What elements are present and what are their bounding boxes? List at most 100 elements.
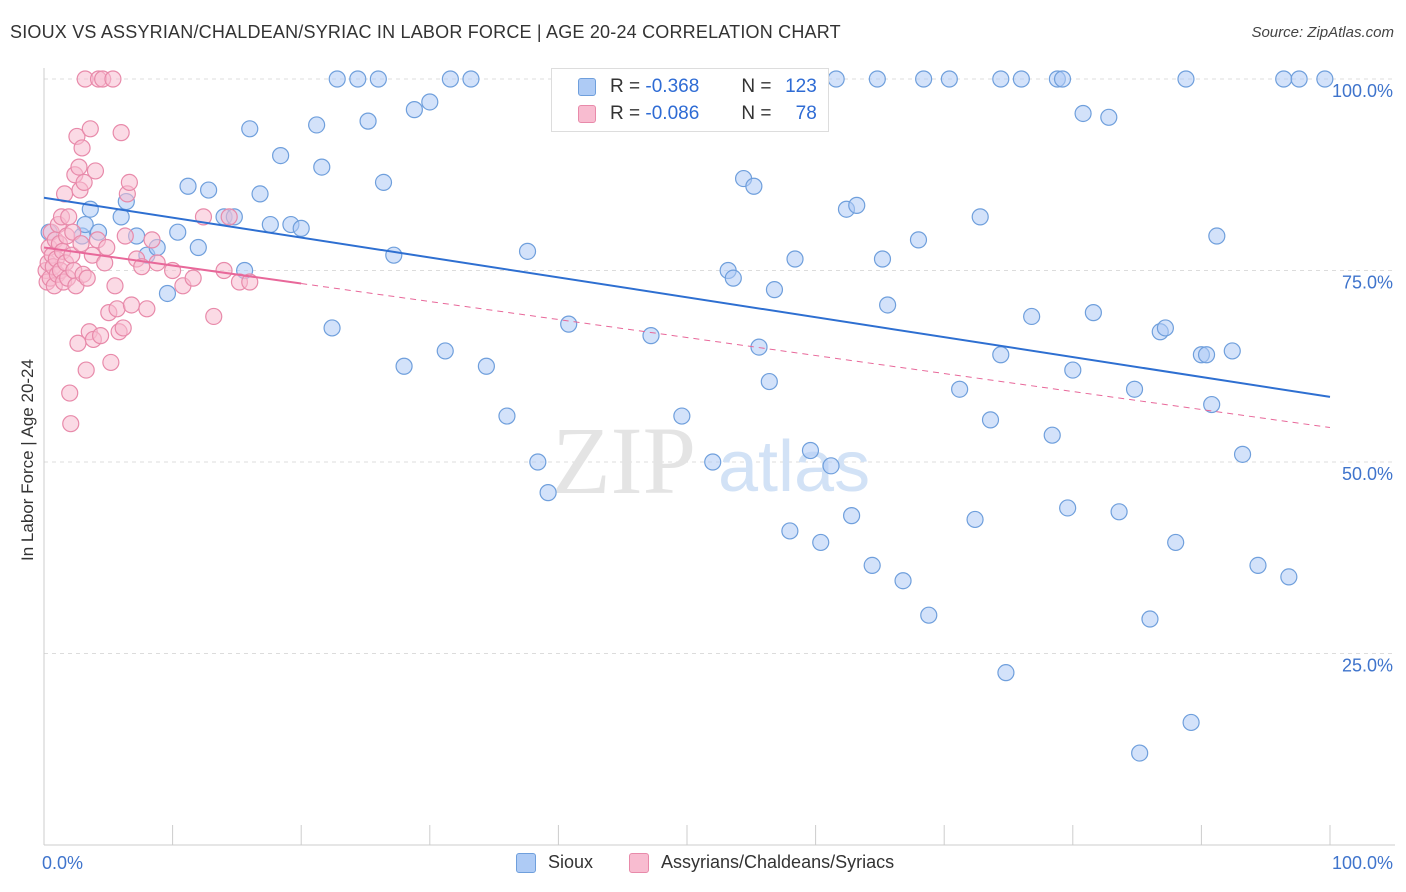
sioux-point bbox=[1023, 307, 1041, 326]
legend-n-label: N = bbox=[741, 76, 772, 97]
sioux-point bbox=[801, 441, 820, 460]
legend-label-sioux: Sioux bbox=[548, 852, 594, 872]
sioux-point bbox=[909, 231, 928, 249]
sioux-point bbox=[848, 196, 866, 214]
sioux-point bbox=[673, 407, 691, 425]
sioux-point bbox=[1316, 70, 1334, 88]
assyrian-point bbox=[143, 231, 161, 249]
sioux-point bbox=[477, 357, 495, 375]
sioux-point bbox=[642, 327, 660, 345]
sioux-point bbox=[169, 223, 187, 241]
sioux-point bbox=[863, 556, 881, 575]
sioux-point bbox=[369, 70, 387, 88]
sioux-point bbox=[997, 664, 1015, 682]
sioux-point bbox=[323, 319, 341, 337]
assyrian-point bbox=[73, 139, 91, 157]
sioux-point bbox=[1100, 108, 1118, 126]
y-tick-label: 75.0% bbox=[1342, 273, 1393, 293]
axes bbox=[43, 68, 1395, 846]
legend-swatch-sioux bbox=[516, 852, 536, 873]
assyrian-trend-line bbox=[43, 246, 302, 285]
sioux-point bbox=[529, 453, 547, 471]
sioux-point bbox=[920, 606, 938, 624]
sioux-point bbox=[704, 453, 722, 471]
assyrian-point bbox=[104, 70, 122, 88]
x-tick-label-min: 0.0% bbox=[42, 853, 83, 873]
chart-title: SIOUX VS ASSYRIAN/CHALDEAN/SYRIAC IN LAB… bbox=[10, 22, 841, 42]
sioux-point bbox=[421, 93, 439, 111]
y-tick-label: 100.0% bbox=[1332, 81, 1393, 101]
sioux-point bbox=[1223, 342, 1241, 360]
assyrian-point bbox=[81, 120, 99, 138]
sioux-point bbox=[724, 269, 742, 287]
sioux-point bbox=[158, 284, 177, 303]
sioux-point bbox=[971, 208, 989, 226]
sioux-point bbox=[261, 215, 279, 234]
sioux-point bbox=[1203, 395, 1221, 414]
sioux-point bbox=[359, 112, 377, 130]
assyrian-point bbox=[62, 415, 80, 433]
legend-item-assyrian[interactable]: Assyrians/Chaldeans/Syriacs bbox=[629, 852, 894, 873]
assyrian-point bbox=[108, 300, 126, 318]
legend-item-sioux[interactable]: Sioux bbox=[516, 852, 593, 873]
sioux-point bbox=[1074, 104, 1092, 123]
sioux-point bbox=[873, 250, 892, 268]
sioux-point bbox=[349, 70, 367, 88]
assyrian-trend-extension bbox=[301, 283, 1331, 429]
assyrian-point bbox=[215, 261, 233, 280]
legend-r-label: R = bbox=[610, 103, 641, 124]
assyrian-point bbox=[184, 269, 202, 287]
sioux-point bbox=[1182, 713, 1200, 732]
source-label: Source: ZipAtlas.com bbox=[1251, 24, 1394, 41]
sioux-point bbox=[745, 177, 763, 195]
y-axis-label: In Labor Force | Age 20-24 bbox=[18, 359, 37, 561]
assyrian-point bbox=[205, 307, 223, 326]
sioux-point bbox=[1084, 304, 1102, 322]
series-legend: Sioux Assyrians/Chaldeans/Syriacs bbox=[0, 852, 1406, 876]
sioux-point bbox=[827, 70, 845, 88]
sioux-point bbox=[374, 173, 393, 192]
sioux-point bbox=[981, 411, 1000, 429]
watermark-zip: ZIP bbox=[552, 407, 696, 514]
correlation-legend: R = -0.368 N = 123 R = -0.086 N = 78 bbox=[551, 68, 829, 132]
assyrian-point bbox=[138, 300, 156, 318]
x-tick-label-max: 100.0% bbox=[1332, 853, 1393, 873]
sioux-point bbox=[760, 372, 778, 391]
sioux-point bbox=[1141, 610, 1159, 628]
sioux-point bbox=[812, 533, 830, 552]
legend-n-value: 123 bbox=[785, 76, 817, 97]
sioux-point bbox=[786, 250, 804, 268]
sioux-point bbox=[251, 185, 269, 203]
legend-r-label: R = bbox=[610, 76, 641, 97]
legend-swatch-sioux bbox=[578, 78, 596, 96]
tick-labels: 25.0% 50.0% 75.0% 100.0% 0.0% 100.0% bbox=[42, 81, 1393, 873]
sioux-point bbox=[879, 296, 897, 314]
assyrian-point bbox=[77, 361, 95, 379]
sioux-point bbox=[539, 484, 557, 502]
assyrian-point bbox=[70, 158, 88, 176]
sioux-point bbox=[1131, 744, 1149, 762]
sioux-point bbox=[940, 70, 958, 88]
assyrian-point bbox=[60, 208, 78, 226]
sioux-point bbox=[1197, 346, 1216, 364]
assyrian-point bbox=[112, 124, 130, 142]
sioux-point bbox=[179, 177, 197, 195]
sioux-point bbox=[200, 181, 218, 199]
sioux-point bbox=[1110, 503, 1128, 521]
trend-lines bbox=[43, 196, 1331, 429]
sioux-point bbox=[843, 507, 861, 525]
assyrian-point bbox=[64, 223, 82, 241]
sioux-point bbox=[405, 101, 423, 119]
watermark-atlas: atlas bbox=[718, 427, 870, 507]
legend-swatch-assyrian bbox=[578, 105, 596, 123]
sioux-point bbox=[1275, 70, 1293, 88]
assyrian-point bbox=[91, 327, 110, 345]
sioux-point bbox=[966, 510, 984, 529]
sioux-point bbox=[915, 70, 933, 88]
sioux-point bbox=[498, 407, 516, 425]
assyrian-point bbox=[241, 273, 259, 291]
assyrian-point bbox=[114, 319, 132, 337]
sioux-point bbox=[1012, 70, 1030, 88]
sioux-point bbox=[992, 346, 1010, 364]
